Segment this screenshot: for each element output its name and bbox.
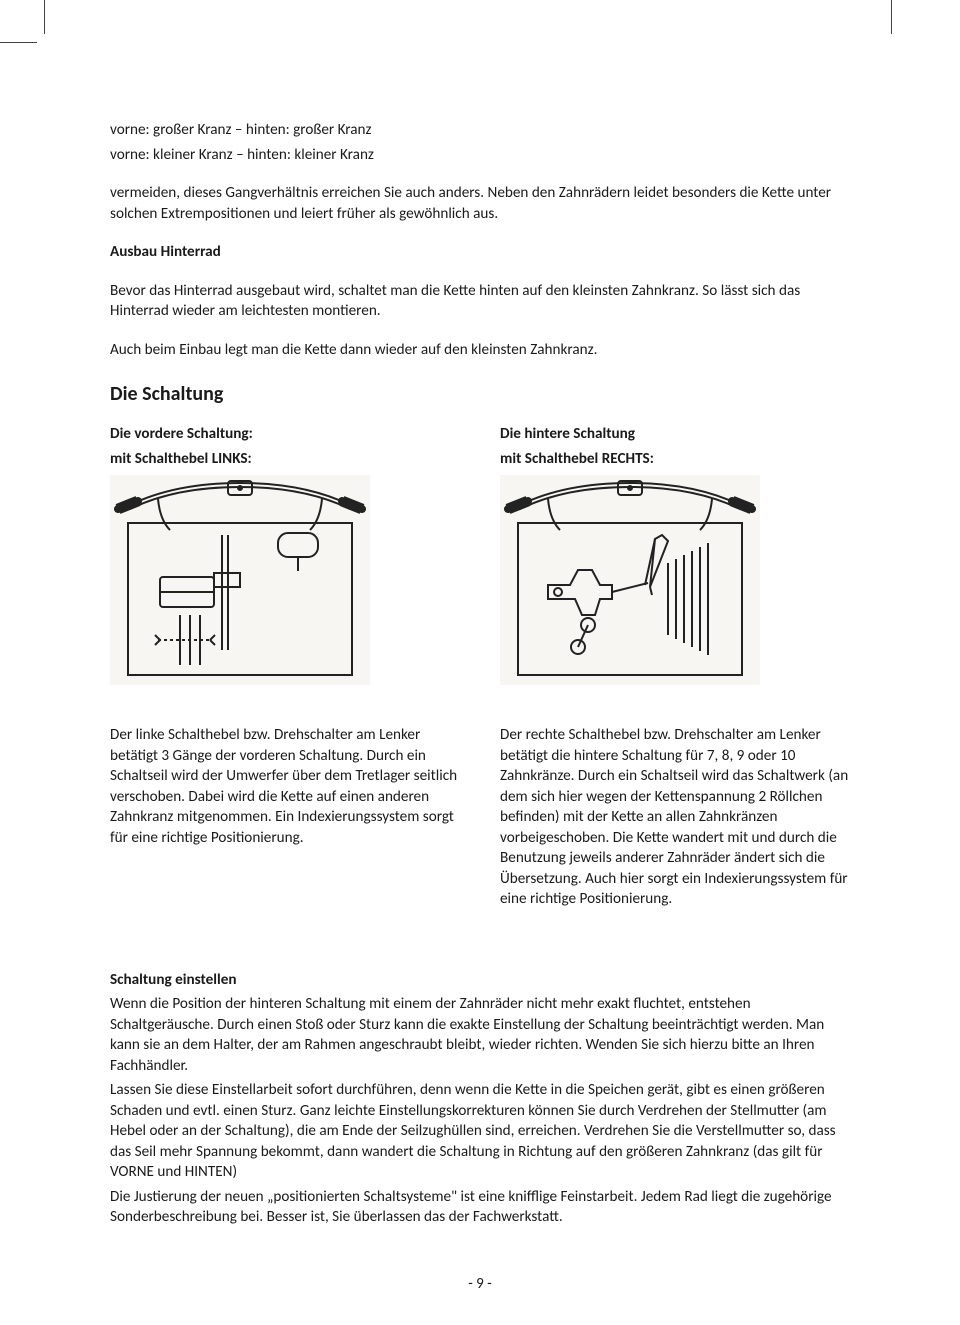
einstellen-p1: Wenn die Position der hinteren Schaltung…: [110, 994, 850, 1076]
intro-para: vermeiden, dieses Gangverhältnis erreich…: [110, 183, 850, 224]
einstellen-heading: Schaltung einstellen: [110, 970, 850, 991]
ausbau-heading: Ausbau Hinterrad: [110, 242, 850, 263]
schaltung-right-col: Die hintere Schaltung mit Schalthebel RE…: [500, 424, 850, 693]
right-body: Der rechte Schalthebel bzw. Drehschalter…: [500, 725, 850, 910]
crop-mark: [0, 42, 37, 43]
schaltung-columns: Die vordere Schaltung: mit Schalthebel L…: [110, 424, 850, 693]
ausbau-p1: Bevor das Hinterrad ausgebaut wird, scha…: [110, 281, 850, 322]
left-body-col: Der linke Schalthebel bzw. Drehschalter …: [110, 725, 460, 914]
einstellen-block: Schaltung einstellen Wenn die Position d…: [110, 970, 850, 1228]
left-title1: Die vordere Schaltung:: [110, 424, 460, 445]
rear-derailleur-svg: [500, 475, 760, 685]
schaltung-body-columns: Der linke Schalthebel bzw. Drehschalter …: [110, 725, 850, 914]
right-title2: mit Schalthebel RECHTS:: [500, 449, 850, 470]
crop-mark: [891, 0, 892, 34]
figure-rear-derailleur: [500, 475, 760, 685]
right-title1: Die hintere Schaltung: [500, 424, 850, 445]
einstellen-p2: Lassen Sie diese Einstellarbeit sofort d…: [110, 1080, 850, 1183]
page-number: - 9 -: [0, 1275, 960, 1293]
intro-line2: vorne: kleiner Kranz – hinten: kleiner K…: [110, 145, 850, 166]
schaltung-heading: Die Schaltung: [110, 382, 850, 406]
crop-mark: [44, 0, 45, 34]
ausbau-p2: Auch beim Einbau legt man die Kette dann…: [110, 340, 850, 361]
ausbau-heading-block: Ausbau Hinterrad: [110, 242, 850, 263]
intro-block: vorne: großer Kranz – hinten: großer Kra…: [110, 120, 850, 165]
front-derailleur-svg: [110, 475, 370, 685]
figure-front-derailleur: [110, 475, 370, 685]
einstellen-p3: Die Justierung der neuen „positionierten…: [110, 1187, 850, 1228]
ausbau-p1-block: Bevor das Hinterrad ausgebaut wird, scha…: [110, 281, 850, 322]
left-body: Der linke Schalthebel bzw. Drehschalter …: [110, 725, 460, 848]
schaltung-left-col: Die vordere Schaltung: mit Schalthebel L…: [110, 424, 460, 693]
ausbau-p2-block: Auch beim Einbau legt man die Kette dann…: [110, 340, 850, 361]
intro-line1: vorne: großer Kranz – hinten: großer Kra…: [110, 120, 850, 141]
left-title2: mit Schalthebel LINKS:: [110, 449, 460, 470]
right-body-col: Der rechte Schalthebel bzw. Drehschalter…: [500, 725, 850, 914]
page-container: vorne: großer Kranz – hinten: großer Kra…: [0, 0, 960, 1325]
intro-para-block: vermeiden, dieses Gangverhältnis erreich…: [110, 183, 850, 224]
